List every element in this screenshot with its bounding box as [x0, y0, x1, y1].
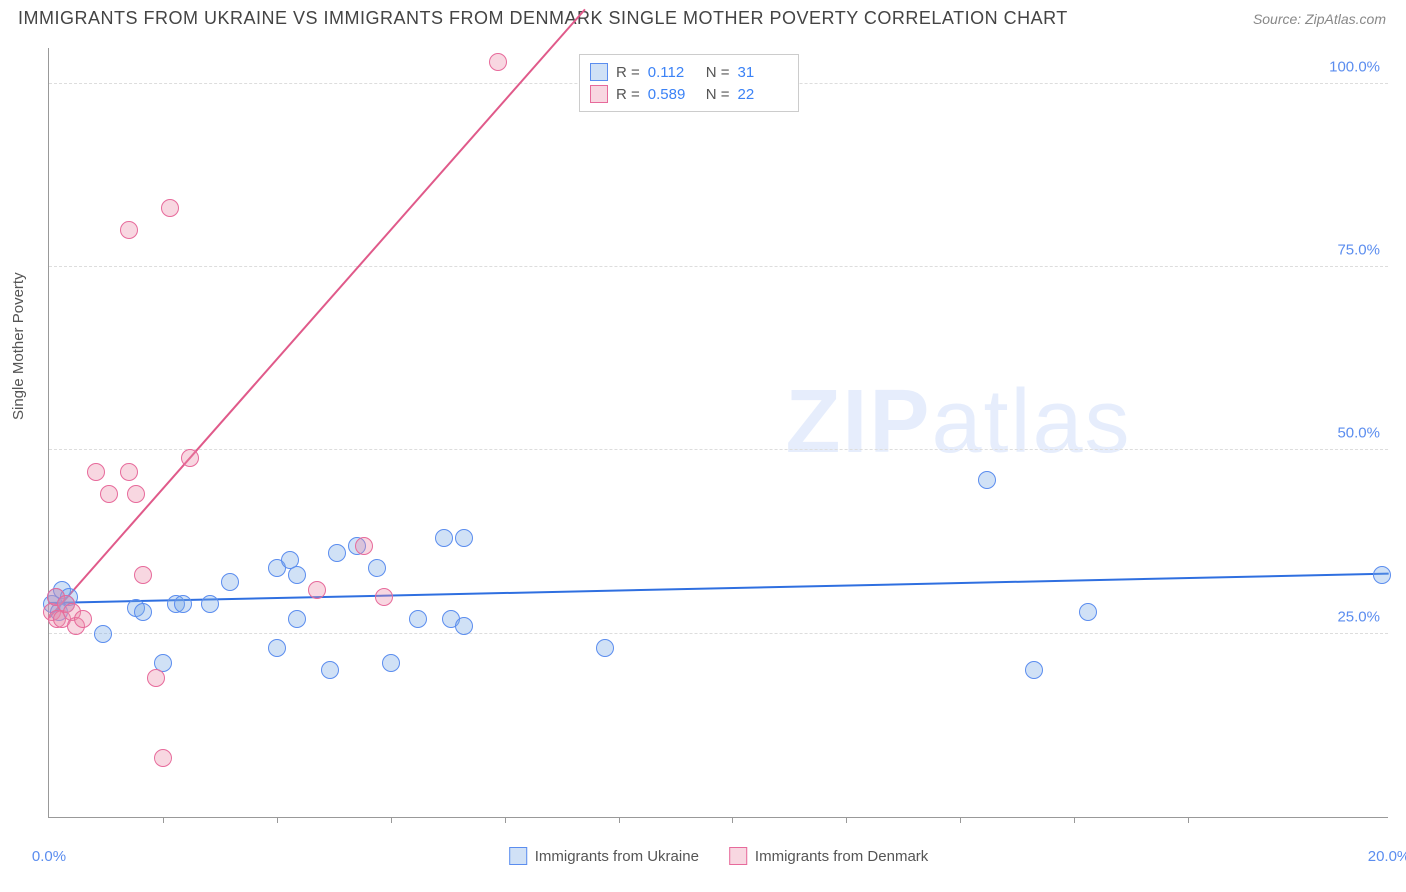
data-point: [328, 544, 346, 562]
data-point: [489, 53, 507, 71]
n-label: N =: [706, 64, 730, 81]
x-tick: [163, 817, 164, 823]
data-point: [288, 566, 306, 584]
trend-line: [48, 9, 585, 619]
x-tick: [277, 817, 278, 823]
data-point: [181, 449, 199, 467]
y-tick-label: 50.0%: [1337, 425, 1380, 442]
data-point: [201, 595, 219, 613]
data-point: [221, 573, 239, 591]
data-point: [368, 559, 386, 577]
y-axis-label: Single Mother Poverty: [10, 272, 27, 420]
data-point: [120, 221, 138, 239]
r-value: 0.589: [648, 86, 698, 103]
series-legend: Immigrants from Ukraine Immigrants from D…: [509, 847, 929, 865]
gridline: [49, 633, 1388, 634]
data-point: [174, 595, 192, 613]
data-point: [435, 529, 453, 547]
data-point: [147, 669, 165, 687]
trend-line: [49, 573, 1389, 604]
r-label: R =: [616, 64, 640, 81]
data-point: [94, 625, 112, 643]
x-tick: [846, 817, 847, 823]
legend-label: Immigrants from Ukraine: [535, 848, 699, 865]
n-label: N =: [706, 86, 730, 103]
data-point: [127, 485, 145, 503]
y-tick-label: 100.0%: [1329, 58, 1380, 75]
data-point: [455, 529, 473, 547]
data-point: [74, 610, 92, 628]
stats-legend: R = 0.112 N = 31 R = 0.589 N = 22: [579, 54, 799, 112]
legend-item: Immigrants from Ukraine: [509, 847, 699, 865]
data-point: [1025, 661, 1043, 679]
data-point: [100, 485, 118, 503]
data-point: [1373, 566, 1391, 584]
legend-swatch: [590, 63, 608, 81]
data-point: [382, 654, 400, 672]
x-tick: [960, 817, 961, 823]
data-point: [978, 471, 996, 489]
legend-label: Immigrants from Denmark: [755, 848, 928, 865]
r-label: R =: [616, 86, 640, 103]
stats-row: R = 0.112 N = 31: [590, 61, 788, 83]
x-tick: [505, 817, 506, 823]
x-tick: [1074, 817, 1075, 823]
legend-item: Immigrants from Denmark: [729, 847, 928, 865]
x-tick: [391, 817, 392, 823]
x-tick: [732, 817, 733, 823]
x-tick-label: 0.0%: [32, 848, 66, 865]
chart-plot-area: ZIPatlas 25.0%50.0%75.0%100.0%0.0%20.0%R…: [48, 48, 1388, 818]
n-value: 22: [738, 86, 788, 103]
legend-swatch: [509, 847, 527, 865]
data-point: [375, 588, 393, 606]
legend-swatch: [590, 85, 608, 103]
data-point: [288, 610, 306, 628]
chart-title: IMMIGRANTS FROM UKRAINE VS IMMIGRANTS FR…: [18, 8, 1068, 29]
gridline: [49, 449, 1388, 450]
watermark: ZIPatlas: [785, 371, 1131, 474]
data-point: [1079, 603, 1097, 621]
data-point: [134, 603, 152, 621]
x-tick-label: 20.0%: [1368, 848, 1406, 865]
data-point: [87, 463, 105, 481]
data-point: [308, 581, 326, 599]
n-value: 31: [738, 64, 788, 81]
r-value: 0.112: [648, 64, 698, 81]
y-tick-label: 25.0%: [1337, 608, 1380, 625]
data-point: [268, 639, 286, 657]
data-point: [355, 537, 373, 555]
data-point: [596, 639, 614, 657]
data-point: [409, 610, 427, 628]
data-point: [134, 566, 152, 584]
x-tick: [619, 817, 620, 823]
gridline: [49, 266, 1388, 267]
data-point: [120, 463, 138, 481]
data-point: [321, 661, 339, 679]
x-tick: [1188, 817, 1189, 823]
y-tick-label: 75.0%: [1337, 242, 1380, 259]
data-point: [154, 749, 172, 767]
data-point: [161, 199, 179, 217]
legend-swatch: [729, 847, 747, 865]
stats-row: R = 0.589 N = 22: [590, 83, 788, 105]
source-attribution: Source: ZipAtlas.com: [1253, 11, 1386, 27]
data-point: [455, 617, 473, 635]
